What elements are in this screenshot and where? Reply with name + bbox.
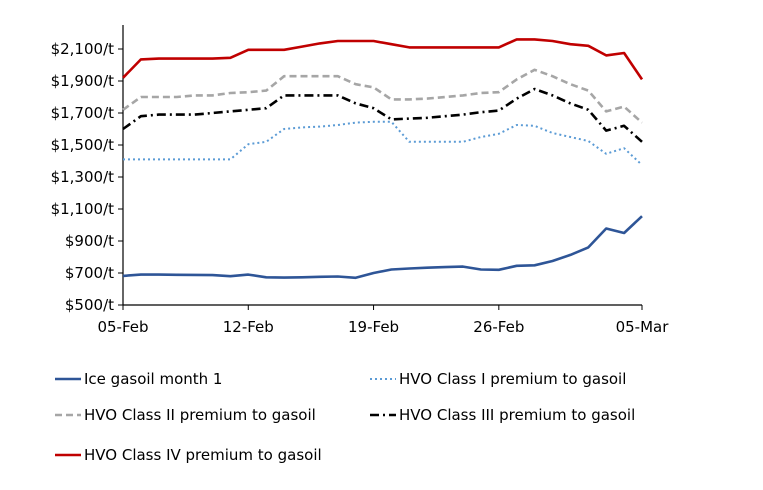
x-axis-ticks: 05-Feb 12-Feb 19-Feb 26-Feb 05-Mar bbox=[97, 305, 669, 336]
x-tick-label: 05-Feb bbox=[97, 318, 148, 336]
series-line-1 bbox=[122, 215, 643, 280]
y-tick-label: $1,100/t bbox=[51, 200, 115, 218]
legend-label: HVO Class III premium to gasoil bbox=[399, 406, 635, 424]
chart-legend: Ice gasoil month 1 HVO Class I premium to… bbox=[55, 370, 635, 464]
y-tick-label: $2,100/t bbox=[51, 40, 115, 58]
series-line-4 bbox=[122, 87, 643, 143]
legend-label: HVO Class I premium to gasoil bbox=[399, 370, 626, 388]
y-tick-label: $700/t bbox=[65, 264, 114, 282]
legend-item: HVO Class II premium to gasoil bbox=[55, 406, 316, 424]
y-tick-label: $1,300/t bbox=[51, 168, 115, 186]
y-axis-ticks: $500/t $700/t $900/t $1,100/t $1,300/t $1,500… bbox=[51, 40, 123, 314]
series-line-5 bbox=[122, 38, 644, 81]
series-line-3 bbox=[122, 68, 643, 124]
y-tick-label: $500/t bbox=[65, 296, 114, 314]
legend-label: HVO Class II premium to gasoil bbox=[84, 406, 316, 424]
x-tick-label: 12-Feb bbox=[223, 318, 274, 336]
chart-axes bbox=[122, 25, 642, 306]
legend-label: HVO Class IV premium to gasoil bbox=[84, 446, 322, 464]
legend-item: HVO Class III premium to gasoil bbox=[370, 406, 635, 424]
x-tick-label: 19-Feb bbox=[348, 318, 399, 336]
x-tick-label: 05-Mar bbox=[616, 318, 670, 336]
chart-series bbox=[122, 38, 644, 280]
y-tick-label: $1,900/t bbox=[51, 72, 115, 90]
y-tick-label: $900/t bbox=[65, 232, 114, 250]
y-tick-label: $1,500/t bbox=[51, 136, 115, 154]
y-tick-label: $1,700/t bbox=[51, 104, 115, 122]
legend-label: Ice gasoil month 1 bbox=[84, 370, 222, 388]
legend-item: HVO Class I premium to gasoil bbox=[370, 370, 626, 388]
x-tick-label: 26-Feb bbox=[473, 318, 524, 336]
series-line-2 bbox=[123, 120, 643, 166]
legend-item: Ice gasoil month 1 bbox=[55, 370, 222, 388]
legend-item: HVO Class IV premium to gasoil bbox=[55, 446, 322, 464]
